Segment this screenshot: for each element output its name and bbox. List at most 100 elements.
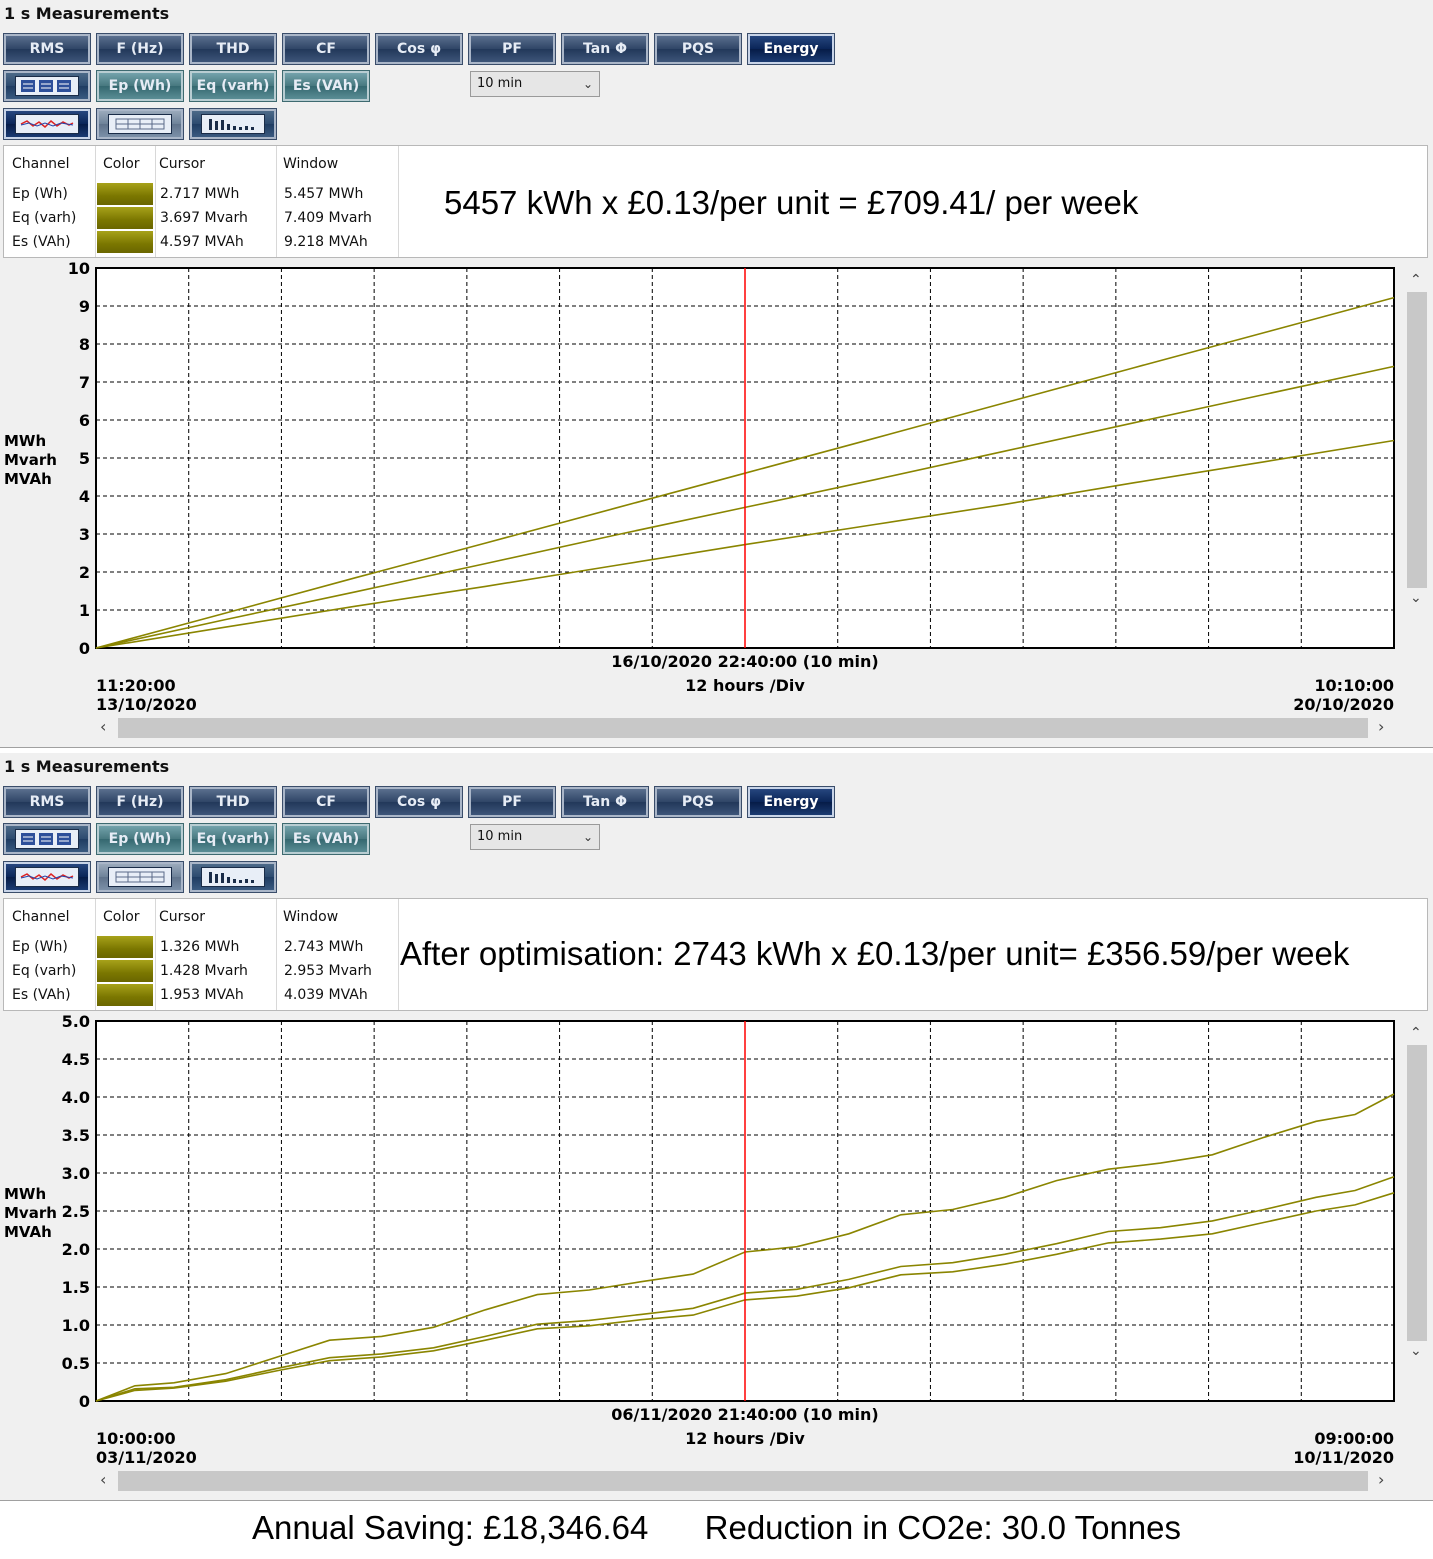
bar-view-button[interactable] [189, 108, 277, 140]
window-value: 2.953 Mvarh [284, 963, 372, 979]
tab-cos-phi[interactable]: Cos φ [375, 786, 463, 818]
table-view-button[interactable] [96, 861, 184, 893]
scroll-right-icon[interactable]: › [1378, 1470, 1385, 1489]
measurement-panel-after: 1 s Measurements RMS F (Hz) THD CF Cos φ… [0, 753, 1433, 1501]
y-tick-label: 0 [79, 1392, 90, 1411]
y-tick-label: 0.5 [62, 1354, 90, 1373]
chevron-down-icon: ⌄ [582, 77, 593, 91]
tab-pf[interactable]: PF [468, 33, 556, 65]
tab-cf[interactable]: CF [282, 786, 370, 818]
tab-pf[interactable]: PF [468, 786, 556, 818]
x-start-date: 03/11/2020 [96, 1448, 197, 1467]
tab-thd[interactable]: THD [189, 786, 277, 818]
color-swatch [97, 960, 153, 982]
y-axis-label: Mvarh [4, 451, 57, 469]
measurement-tabs: RMS F (Hz) THD CF Cos φ PF Tan Φ PQS Ene… [3, 786, 841, 821]
scroll-thumb[interactable] [1407, 292, 1427, 588]
tab-pqs[interactable]: PQS [654, 33, 742, 65]
scroll-right-icon[interactable]: › [1378, 717, 1385, 736]
tab-tan-phi[interactable]: Tan Φ [561, 786, 649, 818]
vertical-scrollbar[interactable]: ⌃ ⌄ [1407, 1023, 1427, 1363]
y-axis-label: Mvarh [4, 1204, 57, 1222]
color-swatch [97, 207, 153, 229]
bar-chart-icon [201, 867, 265, 887]
window-value: 9.218 MVAh [284, 234, 368, 250]
all-channels-button[interactable] [3, 823, 91, 855]
ep-button[interactable]: Ep (Wh) [96, 823, 184, 855]
co2-reduction: Reduction in CO2e: 30.0 Tonnes [704, 1509, 1182, 1546]
channel-buttons: Ep (Wh) Eq (varh) Es (VAh) [3, 823, 376, 858]
y-tick-label: 4.5 [62, 1050, 90, 1069]
interval-dropdown[interactable]: 10 min ⌄ [470, 71, 600, 97]
bar-view-button[interactable] [189, 861, 277, 893]
cursor-value: 1.428 Mvarh [160, 963, 248, 979]
all-channels-button[interactable] [3, 70, 91, 102]
scroll-thumb[interactable] [1407, 1045, 1427, 1341]
window-header: Window [283, 909, 339, 925]
tab-frequency[interactable]: F (Hz) [96, 786, 184, 818]
y-tick-label: 5.0 [62, 1012, 90, 1031]
scroll-thumb[interactable] [118, 718, 1368, 738]
curve-view-button[interactable] [3, 861, 91, 893]
tab-rms[interactable]: RMS [3, 33, 91, 65]
scroll-left-icon[interactable]: ‹ [100, 1470, 107, 1489]
cursor-value: 1.953 MVAh [160, 987, 244, 1003]
ep-button[interactable]: Ep (Wh) [96, 70, 184, 102]
horizontal-scrollbar[interactable]: ‹ › [96, 1469, 1396, 1493]
x-end-time: 10:10:00 [1314, 676, 1394, 695]
y-tick-label: 3.5 [62, 1126, 90, 1145]
y-tick-label: 5 [79, 449, 90, 468]
horizontal-scrollbar[interactable]: ‹ › [96, 716, 1396, 740]
scroll-down-icon[interactable]: ⌄ [1410, 590, 1422, 606]
channel-name: Ep (Wh) [12, 939, 68, 955]
y-tick-label: 1.5 [62, 1278, 90, 1297]
y-tick-label: 9 [79, 297, 90, 316]
scroll-up-icon[interactable]: ⌃ [1410, 272, 1422, 288]
channel-grid-icon [15, 829, 79, 849]
chevron-down-icon: ⌄ [582, 830, 593, 844]
eq-button[interactable]: Eq (varh) [189, 823, 277, 855]
tab-thd[interactable]: THD [189, 33, 277, 65]
y-tick-label: 10 [68, 259, 90, 278]
curve-view-button[interactable] [3, 108, 91, 140]
tab-energy[interactable]: Energy [747, 33, 835, 65]
channel-name: Ep (Wh) [12, 186, 68, 202]
color-swatch [97, 183, 153, 205]
scroll-down-icon[interactable]: ⌄ [1410, 1343, 1422, 1359]
y-tick-label: 2.5 [62, 1202, 90, 1221]
table-view-button[interactable] [96, 108, 184, 140]
window-value: 2.743 MWh [284, 939, 364, 955]
tab-cf[interactable]: CF [282, 33, 370, 65]
time-division-label: 12 hours /Div [685, 676, 805, 695]
tab-energy[interactable]: Energy [747, 786, 835, 818]
y-tick-label: 4 [79, 487, 90, 506]
window-value: 5.457 MWh [284, 186, 364, 202]
y-tick-label: 8 [79, 335, 90, 354]
x-end-time: 09:00:00 [1314, 1429, 1394, 1448]
channel-name: Eq (varh) [12, 963, 77, 979]
tab-cos-phi[interactable]: Cos φ [375, 33, 463, 65]
es-button[interactable]: Es (VAh) [282, 823, 370, 855]
tab-rms[interactable]: RMS [3, 786, 91, 818]
waveform-icon [15, 867, 79, 887]
cost-annotation: After optimisation: 2743 kWh x £0.13/per… [400, 935, 1350, 972]
tab-pqs[interactable]: PQS [654, 786, 742, 818]
es-button[interactable]: Es (VAh) [282, 70, 370, 102]
cursor-header: Cursor [159, 156, 206, 172]
scroll-up-icon[interactable]: ⌃ [1410, 1025, 1422, 1041]
y-tick-label: 6 [79, 411, 90, 430]
color-header: Color [103, 909, 140, 925]
tab-tan-phi[interactable]: Tan Φ [561, 33, 649, 65]
eq-button[interactable]: Eq (varh) [189, 70, 277, 102]
color-header: Color [103, 156, 140, 172]
interval-dropdown[interactable]: 10 min ⌄ [470, 824, 600, 850]
y-tick-label: 7 [79, 373, 90, 392]
cursor-value: 1.326 MWh [160, 939, 240, 955]
window-header: Window [283, 156, 339, 172]
vertical-scrollbar[interactable]: ⌃ ⌄ [1407, 270, 1427, 610]
scroll-thumb[interactable] [118, 1471, 1368, 1491]
tab-frequency[interactable]: F (Hz) [96, 33, 184, 65]
scroll-left-icon[interactable]: ‹ [100, 717, 107, 736]
time-division-label: 12 hours /Div [685, 1429, 805, 1448]
